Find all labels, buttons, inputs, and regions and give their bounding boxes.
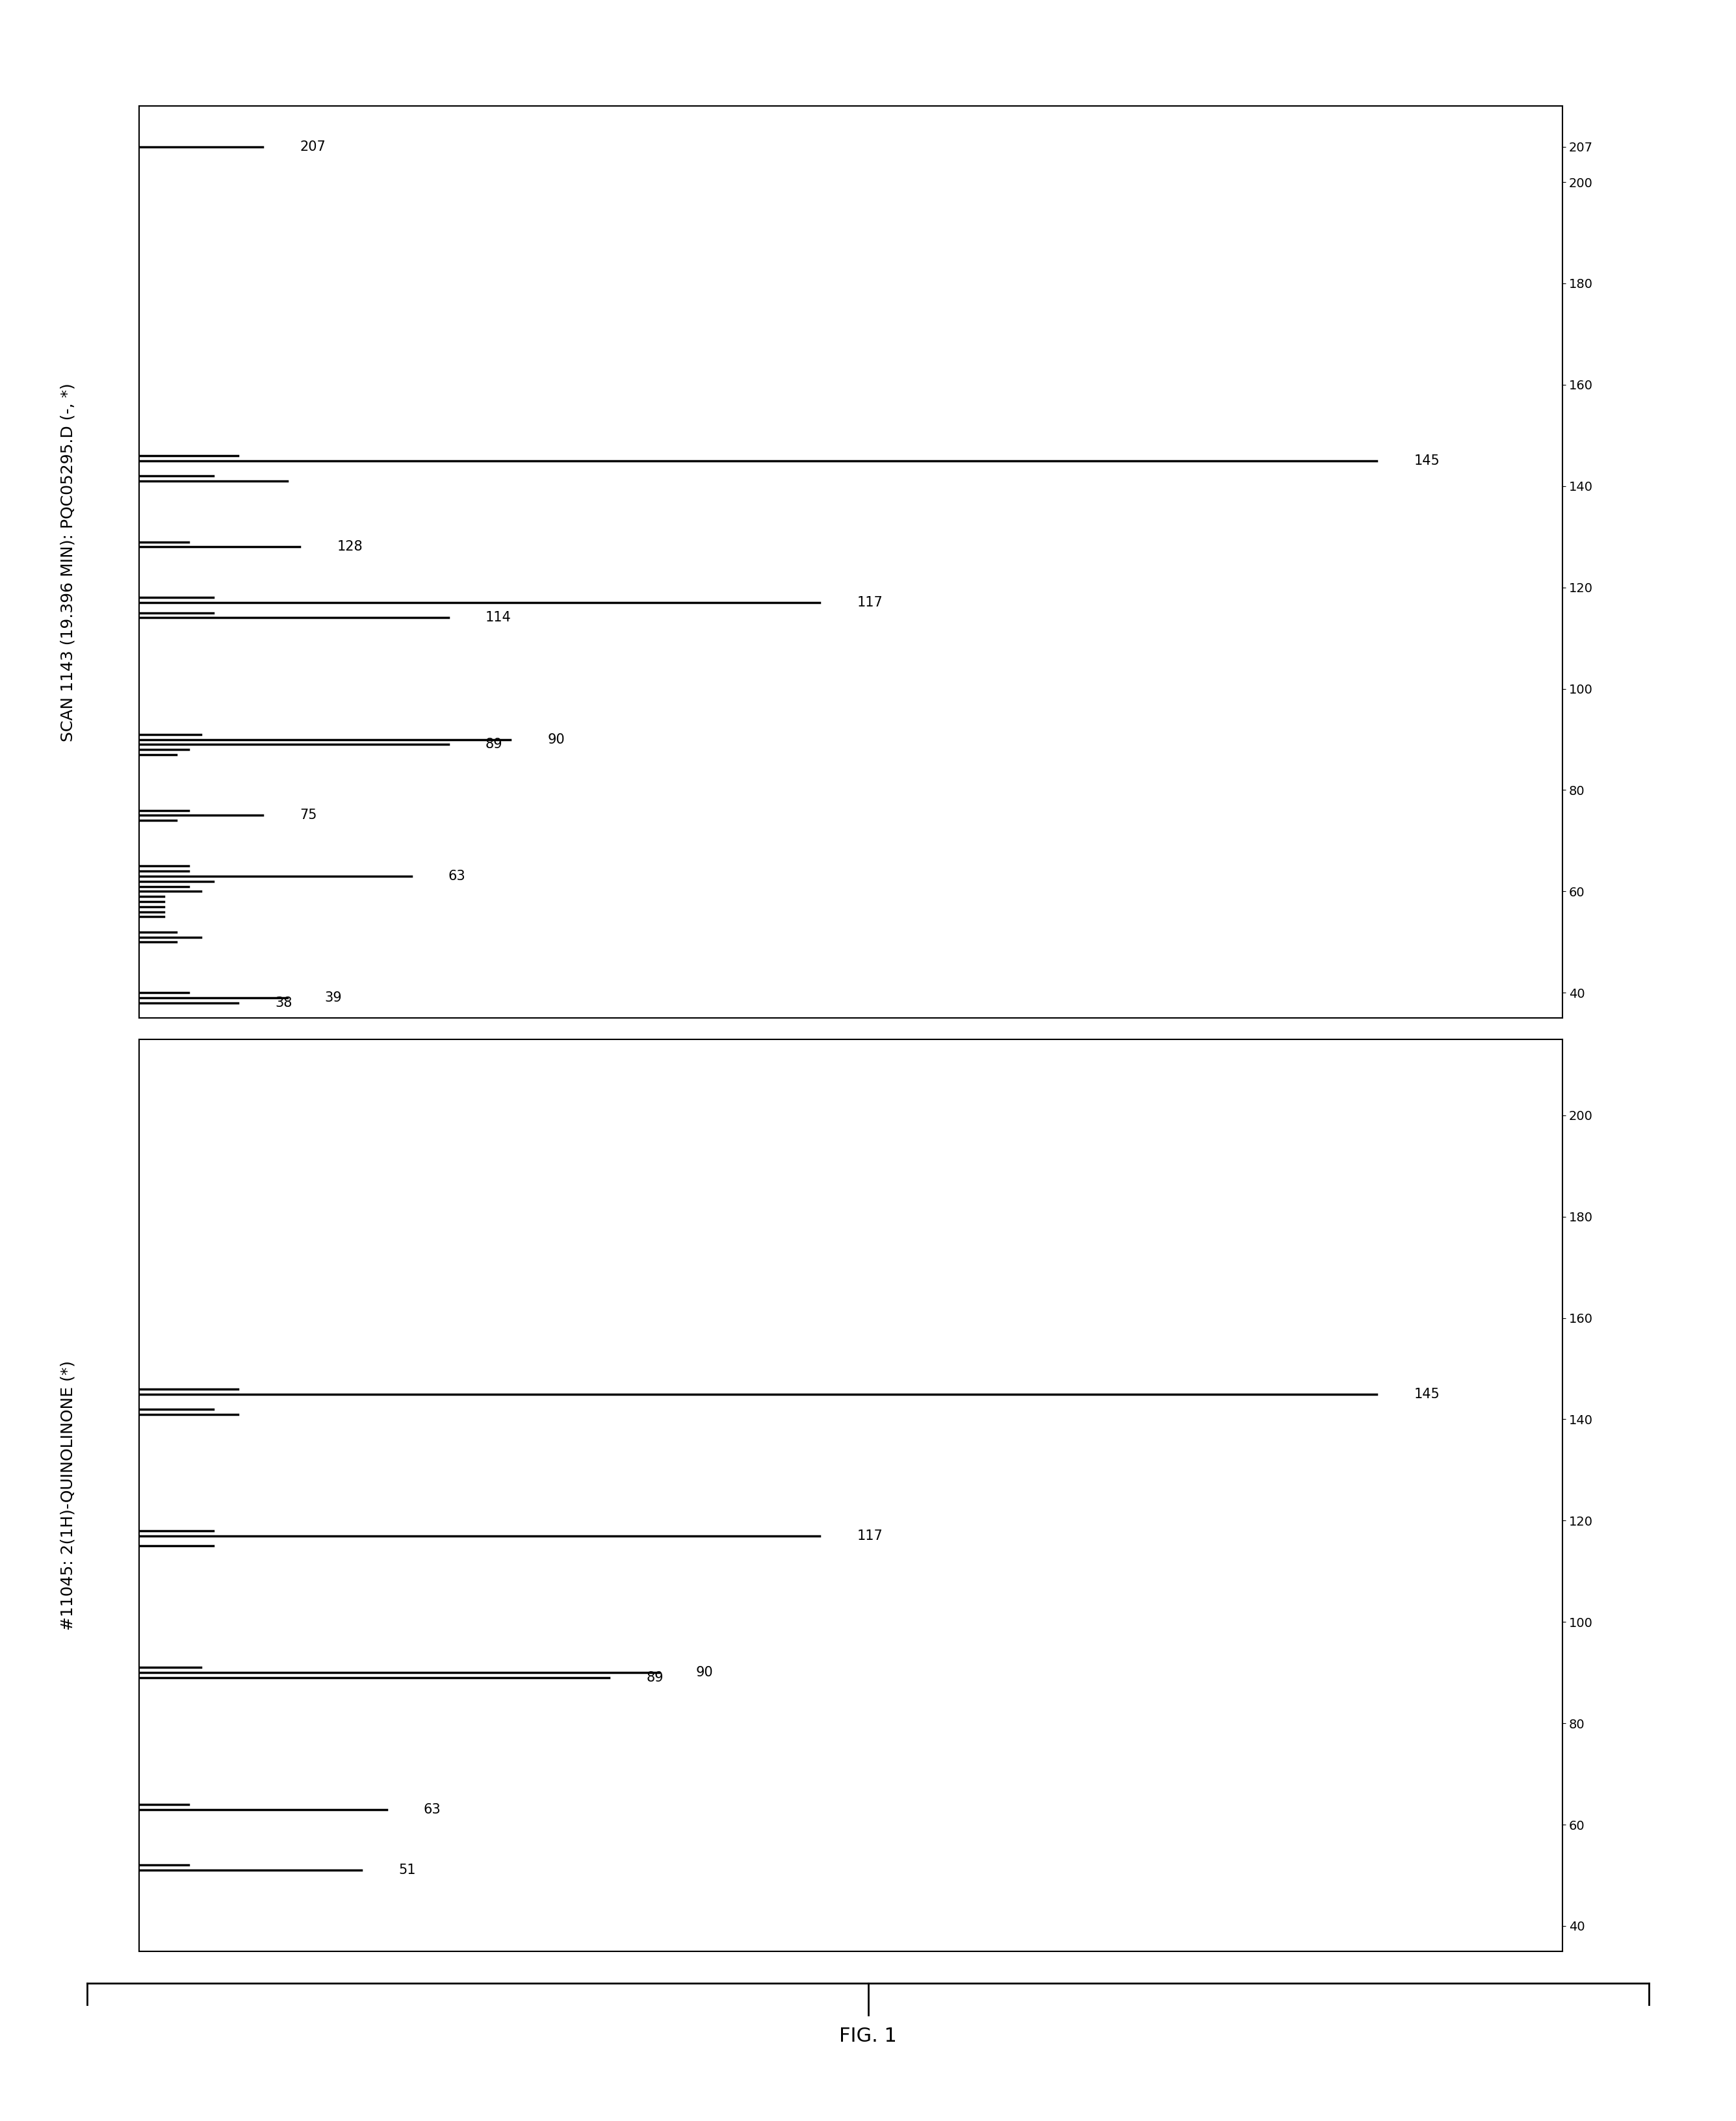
Text: 89: 89 [646, 1671, 663, 1684]
Text: 145: 145 [1413, 1387, 1439, 1400]
Text: 63: 63 [448, 870, 465, 882]
Text: 38: 38 [274, 997, 292, 1010]
Text: #11045: 2(1H)-QUINOLINONE (*): #11045: 2(1H)-QUINOLINONE (*) [61, 1360, 75, 1631]
Text: FIG. 1: FIG. 1 [838, 2028, 898, 2045]
Text: 39: 39 [325, 991, 342, 1005]
Text: 90: 90 [547, 734, 564, 747]
Text: 89: 89 [486, 738, 503, 751]
Text: 128: 128 [337, 541, 363, 554]
Text: 114: 114 [486, 611, 512, 624]
Text: 145: 145 [1413, 454, 1439, 467]
Text: 63: 63 [424, 1803, 441, 1816]
Text: 117: 117 [858, 1529, 882, 1542]
Text: SCAN 1143 (19.396 MIN): PQC05295.D (-, *): SCAN 1143 (19.396 MIN): PQC05295.D (-, *… [61, 382, 75, 742]
Text: 207: 207 [300, 140, 326, 153]
Text: 90: 90 [696, 1667, 713, 1680]
Text: 75: 75 [300, 808, 318, 823]
Text: 51: 51 [399, 1864, 417, 1877]
Text: 117: 117 [858, 596, 882, 609]
